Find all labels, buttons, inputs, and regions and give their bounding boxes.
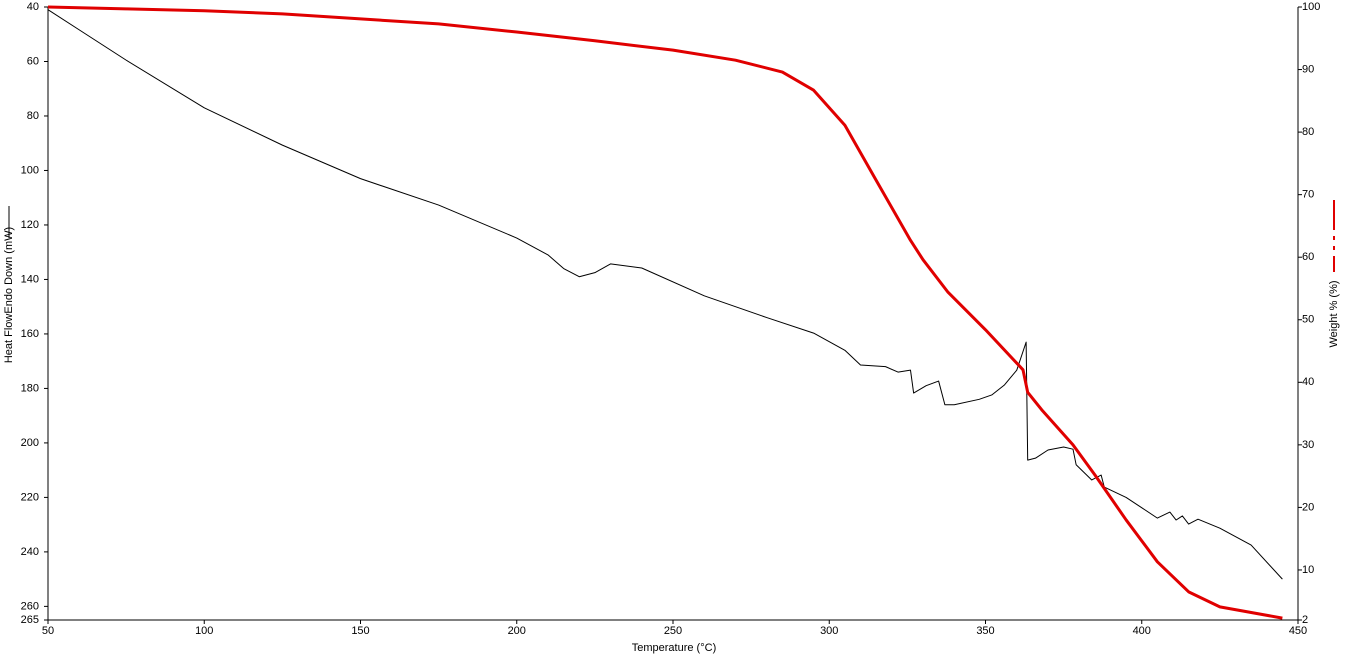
y-tick-label: 60 (27, 55, 39, 67)
x-tick-label: 100 (195, 625, 213, 637)
y2-tick-label: 20 (1302, 501, 1314, 513)
y2-tick-label: 40 (1302, 376, 1314, 388)
x-tick-label: 250 (664, 625, 682, 637)
y2-tick-label: 10 (1302, 564, 1314, 576)
y-tick-label: 200 (21, 437, 39, 449)
data-line (47, 9, 1283, 580)
y2-tick-label: 60 (1302, 251, 1314, 263)
y-tick-label: 100 (21, 164, 39, 176)
data-line (47, 5, 1283, 620)
y-tick-label: 260 (21, 600, 39, 612)
x-tick-label: 300 (820, 625, 838, 637)
y-tick-label: 140 (21, 273, 39, 285)
y-tick-label: 80 (27, 110, 39, 122)
y2-tick-label: 90 (1302, 63, 1314, 75)
y2-tick-label: 30 (1302, 439, 1314, 451)
y2-axis-label: Weight % (%) (1328, 280, 1340, 347)
y-tick-label: 40 (27, 1, 39, 13)
y-tick-label: 120 (21, 219, 39, 231)
y-tick-label: 240 (21, 546, 39, 558)
x-tick-label: 50 (42, 625, 54, 637)
x-tick-label: 450 (1289, 625, 1307, 637)
y-tick-label: 265 (21, 614, 39, 626)
y2-tick-label: 2 (1302, 614, 1308, 626)
x-axis-label: Temperature (°C) (632, 642, 716, 654)
x-tick-label: 150 (351, 625, 369, 637)
x-tick-label: 400 (1133, 625, 1151, 637)
y-tick-label: 160 (21, 328, 39, 340)
x-tick-label: 350 (976, 625, 994, 637)
y-tick-label: 180 (21, 382, 39, 394)
x-tick-label: 200 (508, 625, 526, 637)
y2-tick-label: 70 (1302, 189, 1314, 201)
y2-tick-label: 80 (1302, 126, 1314, 138)
y-axis-label: Heat FlowEndo Down (mW) (3, 227, 15, 363)
y2-tick-label: 50 (1302, 314, 1314, 326)
y-tick-label: 220 (21, 491, 39, 503)
y2-tick-label: 100 (1302, 1, 1320, 13)
